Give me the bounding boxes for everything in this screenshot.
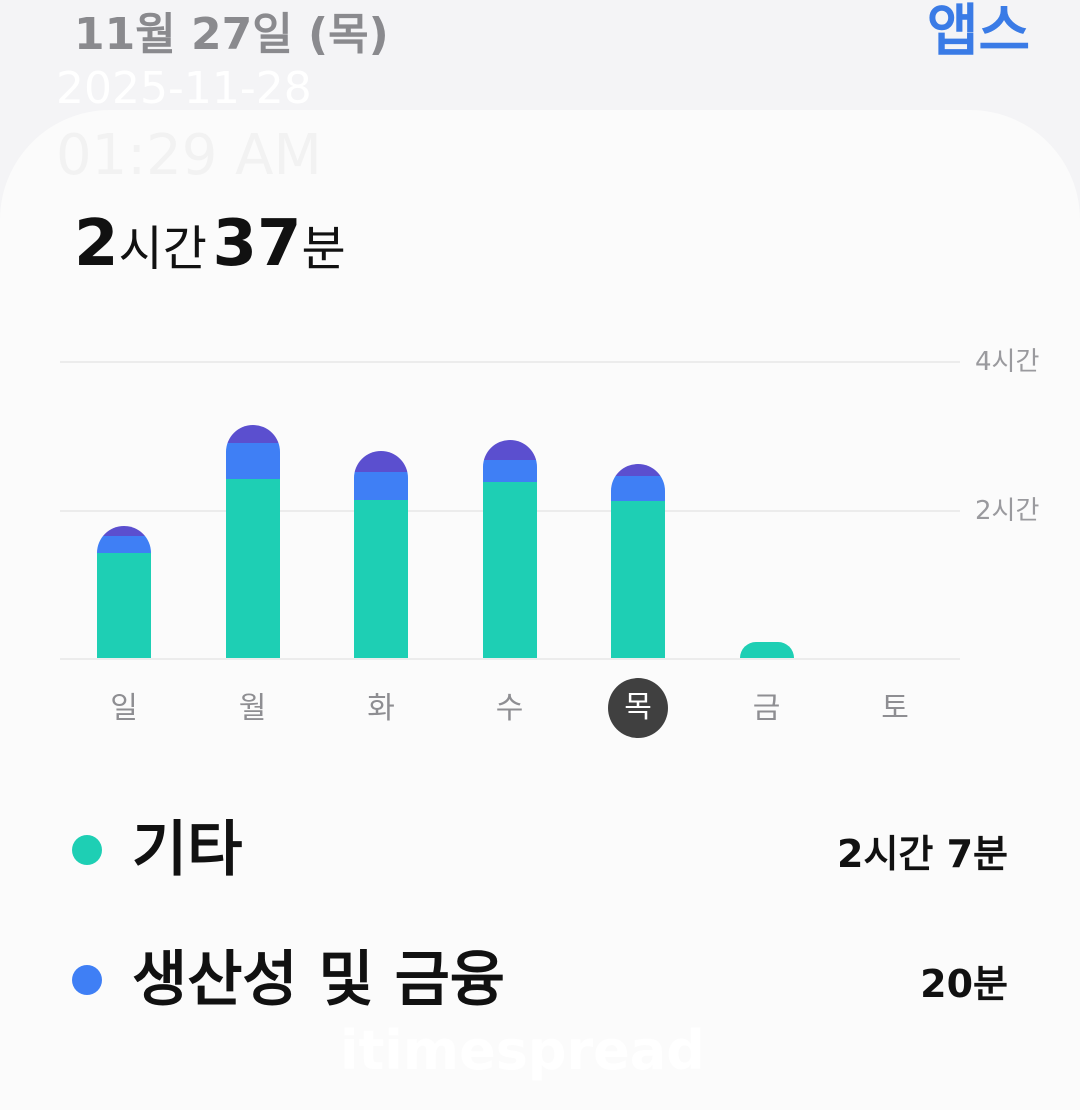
gridline (60, 361, 960, 363)
day-label[interactable]: 목 (608, 678, 668, 738)
bar-수[interactable] (482, 440, 537, 658)
day-label[interactable]: 일 (110, 691, 138, 726)
bar-segment (611, 500, 665, 658)
y-tick-label: 4시간 (975, 347, 1040, 377)
watermark-logo: itimespread (340, 1019, 705, 1082)
watermark-time: 01:29 AM (56, 123, 322, 188)
bar-segment (354, 499, 408, 658)
bar-segment (482, 440, 537, 461)
bar-segment (611, 463, 665, 477)
bar-segment (97, 535, 151, 553)
bar-월[interactable] (225, 425, 280, 658)
date-label[interactable]: 11월 27일 (목) (74, 9, 389, 60)
bar-segment (97, 525, 151, 536)
day-label[interactable]: 화 (367, 691, 395, 726)
baseline (60, 658, 960, 660)
watermark-date: 2025-11-28 (56, 63, 312, 114)
minutes-unit: 분 (301, 221, 346, 277)
legend-item-productivity[interactable]: 생산성 및 금융 20분 (72, 945, 1008, 1015)
legend-name: 생산성 및 금융 (132, 945, 505, 1015)
day-label[interactable]: 수 (495, 691, 524, 726)
day-label[interactable]: 월 (238, 691, 267, 726)
bar-segment (739, 641, 794, 658)
y-tick-label: 2시간 (975, 495, 1040, 526)
bar-segment (97, 552, 151, 658)
day-label[interactable]: 금 (752, 691, 781, 726)
total-usage: 2시간 37분 (74, 206, 346, 298)
bar-segment (482, 482, 537, 658)
legend-dot (72, 965, 102, 995)
bar-목[interactable] (611, 463, 665, 658)
legend-name: 기타 (132, 815, 243, 885)
legend-value: 20분 (920, 961, 1008, 1006)
bar-일[interactable] (97, 525, 151, 658)
bar-금[interactable] (739, 641, 794, 658)
hours-unit: 시간 (118, 221, 207, 277)
bar-segment (225, 425, 280, 443)
bar-segment (354, 451, 408, 473)
legend-dot (72, 835, 102, 865)
legend-value: 2시간 7분 (837, 831, 1008, 876)
bar-segment (354, 472, 408, 500)
usage-card (0, 110, 1080, 1110)
total-hours: 2 (74, 207, 119, 281)
legend-item-other[interactable]: 기타 2시간 7분 (72, 815, 1008, 885)
day-label[interactable]: 토 (881, 691, 909, 726)
bar-segment (225, 442, 280, 479)
bar-segment (482, 460, 537, 483)
apps-button[interactable]: 앱스 (926, 0, 1030, 64)
bar-segment (611, 476, 665, 501)
bar-화[interactable] (354, 451, 408, 658)
bar-segment (225, 478, 280, 658)
total-minutes: 37 (212, 207, 302, 281)
